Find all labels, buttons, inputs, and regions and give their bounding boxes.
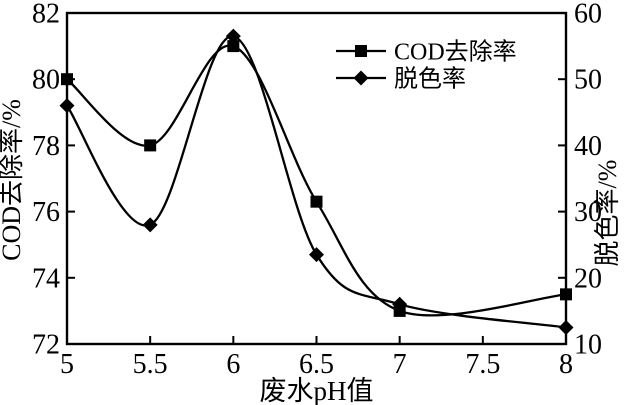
x-tick-label: 6.5 xyxy=(299,349,334,380)
right-tick-label: 60 xyxy=(574,0,602,30)
right-axis-label: 脱色率/% xyxy=(593,160,622,267)
left-tick-label: 80 xyxy=(32,65,60,96)
legend-marker-square xyxy=(355,45,367,57)
left-tick-label: 76 xyxy=(32,197,60,228)
x-tick-label: 8 xyxy=(559,349,573,380)
series-line xyxy=(66,35,567,329)
data-point-marker xyxy=(59,98,75,114)
legend-label: COD去除率 xyxy=(394,39,517,66)
left-tick-label: 78 xyxy=(32,131,60,162)
data-point-marker xyxy=(227,40,240,53)
x-tick-label: 5.5 xyxy=(133,349,168,380)
right-tick-label: 50 xyxy=(574,65,602,96)
data-point-marker xyxy=(142,217,158,233)
right-tick-label: 30 xyxy=(574,197,602,228)
x-tick-label: 6 xyxy=(226,349,240,380)
data-point-marker xyxy=(225,28,241,44)
data-point-marker xyxy=(144,139,157,152)
x-tick-label: 7 xyxy=(393,349,407,380)
legend-marker-diamond xyxy=(353,70,369,86)
series-line xyxy=(66,44,567,317)
series-decolorization xyxy=(59,28,574,335)
data-point-marker xyxy=(558,319,574,335)
legend-label: 脱色率 xyxy=(394,66,466,93)
x-tick-label: 7.5 xyxy=(465,349,500,380)
left-tick-label: 72 xyxy=(32,330,60,361)
x-axis-label: 废水pH值 xyxy=(260,376,374,405)
data-point-marker xyxy=(310,195,323,208)
left-tick-label: 82 xyxy=(32,0,60,30)
series-cod-removal xyxy=(61,40,572,317)
data-point-marker xyxy=(560,288,572,301)
data-point-marker xyxy=(61,73,73,86)
left-axis-label: COD去除率/% xyxy=(0,99,26,261)
data-point-marker xyxy=(309,247,324,263)
right-tick-label: 40 xyxy=(574,131,602,162)
data-point-marker xyxy=(392,296,408,312)
right-tick-label: 10 xyxy=(574,330,602,361)
left-tick-label: 74 xyxy=(32,263,60,294)
right-tick-label: 20 xyxy=(574,263,602,294)
x-tick-label: 5 xyxy=(60,349,74,380)
